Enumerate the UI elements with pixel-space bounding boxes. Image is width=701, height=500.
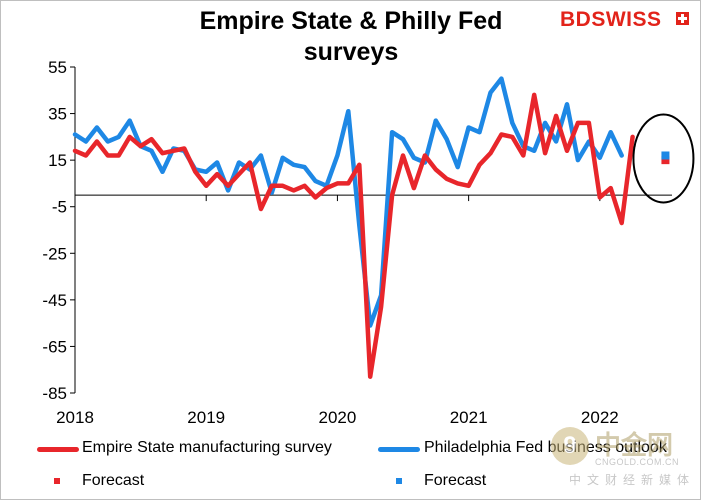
y-tick-label: -25 xyxy=(42,244,67,263)
forecast-marker-empire xyxy=(661,156,670,165)
swiss-cross-icon xyxy=(676,12,689,25)
legend-marker-forecast-blue xyxy=(396,478,402,484)
chart-title-line-1: Empire State & Philly Fed xyxy=(199,7,503,35)
x-tick-label: 2020 xyxy=(319,408,357,427)
forecast-annotation-ellipse xyxy=(632,113,695,204)
watermark-name: 中金网 xyxy=(595,431,674,461)
legend-label-forecast-red: Forecast xyxy=(82,472,145,489)
y-tick-label: 35 xyxy=(48,105,67,124)
y-tick-label: -65 xyxy=(42,337,67,356)
watermark-url: CNGOLD.COM.CN xyxy=(595,457,680,467)
series-line-empire xyxy=(72,92,635,379)
legend-line-empire xyxy=(37,447,79,452)
chart-plot-area xyxy=(72,76,695,379)
y-tick-label: -5 xyxy=(52,198,67,217)
chart-axes: 55 35 15 -5 -25 -45 -65 -85 2018 2019 2020 2021 2022 xyxy=(42,58,672,427)
legend-line-philly xyxy=(378,447,420,452)
legend-label-forecast-blue: Forecast xyxy=(424,472,487,489)
watermark: 9 中金网 CNGOLD.COM.CN 中文财经新媒体 xyxy=(545,425,695,495)
brand-logo-swiss: SWISS xyxy=(591,8,662,31)
watermark-logo-icon: 9 xyxy=(551,427,589,465)
legend-label-empire: Empire State manufacturing survey xyxy=(82,439,332,456)
legend-label-philly: Philadelphia Fed business outlook xyxy=(424,439,667,456)
forecast-marker-philly xyxy=(661,151,670,160)
series-line-philly xyxy=(72,76,624,328)
legend-marker-forecast-red xyxy=(54,478,60,484)
x-tick-label: 2022 xyxy=(581,408,619,427)
x-tick-label: 2021 xyxy=(450,408,488,427)
chart-title: Empire State & Philly Fed surveys xyxy=(130,6,572,68)
brand-logo-bd: BD xyxy=(560,8,592,31)
y-tick-label: 15 xyxy=(48,151,67,170)
x-tick-label: 2018 xyxy=(56,408,94,427)
brand-logo: BDSWISS xyxy=(560,8,662,32)
y-tick-label: -85 xyxy=(42,384,67,403)
y-tick-label: -45 xyxy=(42,291,67,310)
chart-title-line-2: surveys xyxy=(303,38,399,66)
y-tick-label: 55 xyxy=(48,58,67,77)
watermark-subtitle: 中文财经新媒体 xyxy=(569,473,696,487)
x-tick-label: 2019 xyxy=(187,408,225,427)
